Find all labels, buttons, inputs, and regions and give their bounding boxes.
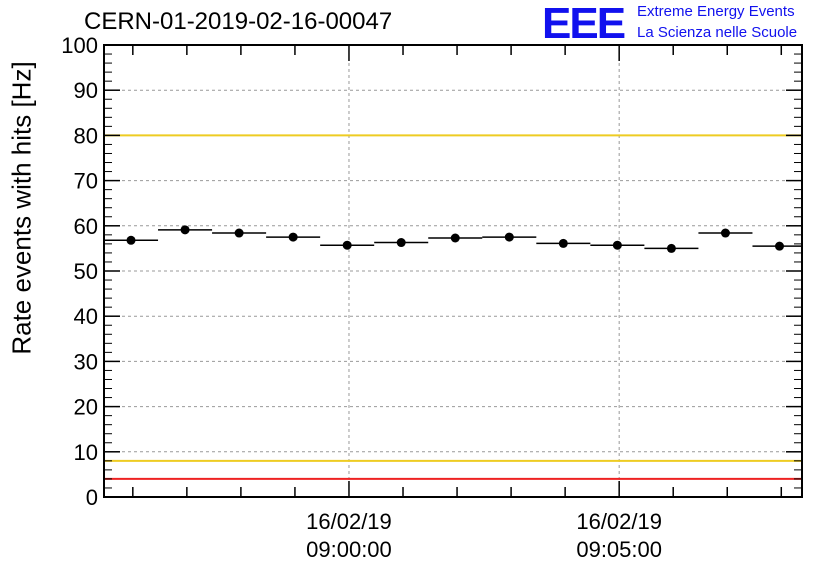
y-tick-label: 10: [74, 440, 98, 465]
data-point: [180, 225, 190, 235]
axes: 0 10 20 30 40 50 60 70 80 90 100 16/02/19 09:00:00 16…: [61, 33, 802, 562]
data-point: [666, 243, 676, 253]
x-tick-time-label: 09:05:00: [576, 537, 662, 562]
x-tick-date-label: 16/02/19: [306, 509, 392, 534]
data-point: [234, 228, 244, 238]
data-point: [396, 238, 406, 248]
y-tick-label: 30: [74, 349, 98, 374]
data-point: [558, 238, 568, 248]
y-tick-label: 100: [61, 33, 98, 58]
data-point: [450, 233, 460, 243]
y-tick-label: 50: [74, 259, 98, 284]
data-point: [720, 228, 730, 238]
data-point: [504, 232, 514, 242]
data-point: [774, 241, 784, 251]
logo-subtitle-1: Extreme Energy Events: [637, 3, 795, 20]
reference-lines: [104, 44, 802, 480]
grid: [104, 45, 802, 497]
data-point: [612, 240, 622, 250]
y-tick-label: 90: [74, 78, 98, 103]
data-series: [104, 225, 802, 253]
x-tick-date-label: 16/02/19: [576, 509, 662, 534]
y-tick-label: 60: [74, 214, 98, 239]
data-point: [288, 232, 298, 242]
y-tick-label: 70: [74, 169, 98, 194]
y-tick-label: 20: [74, 395, 98, 420]
data-point: [126, 235, 136, 245]
chart-title: CERN-01-2019-02-16-00047: [84, 8, 393, 35]
x-tick-time-label: 09:00:00: [306, 537, 392, 562]
y-tick-label: 0: [86, 485, 98, 510]
eee-logo: EEE: [542, 0, 626, 48]
logo-subtitle-2: La Scienza nelle Scuole: [637, 24, 798, 41]
y-tick-label: 40: [74, 304, 98, 329]
y-tick-label: 80: [74, 123, 98, 148]
data-point: [342, 240, 352, 250]
